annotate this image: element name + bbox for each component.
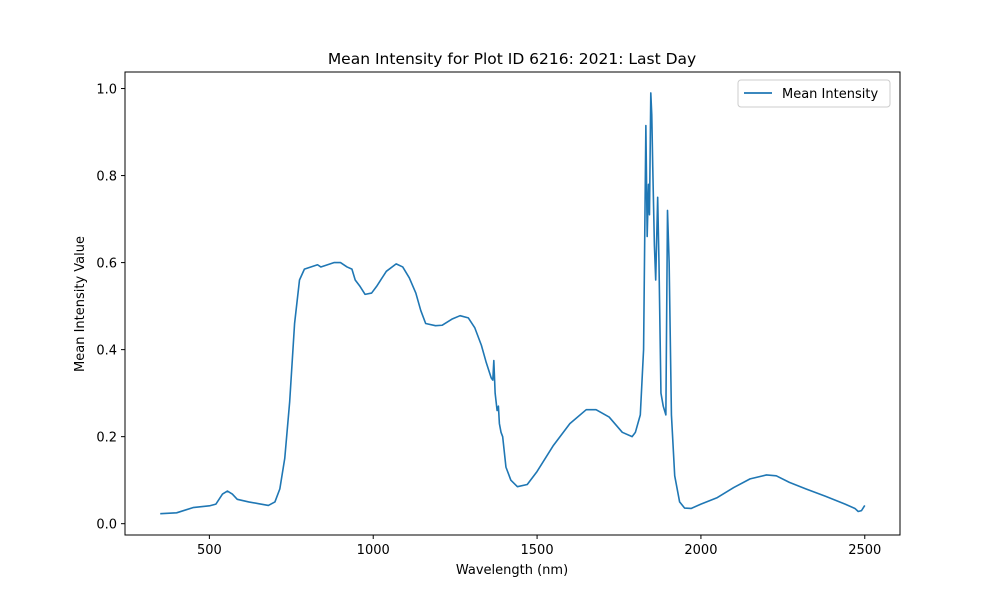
- y-tick-label: 0.4: [96, 344, 117, 359]
- plot-frame: [124, 71, 901, 536]
- legend-box: [737, 79, 891, 108]
- data-line: [160, 92, 866, 515]
- chart-title: Mean Intensity for Plot ID 6216: 2021: L…: [328, 50, 696, 68]
- legend: Mean Intensity: [737, 79, 891, 108]
- y-tick-label: 0.0: [96, 518, 117, 533]
- y-tick-label: 0.8: [96, 170, 117, 185]
- x-tick-label: 2500: [848, 543, 881, 558]
- x-tick-label: 500: [197, 543, 222, 558]
- y-tick-label: 0.6: [96, 257, 117, 272]
- y-tick-label: 1.0: [96, 83, 117, 98]
- y-axis-label: Mean Intensity Value: [73, 236, 88, 372]
- x-tick-label: 1500: [521, 543, 554, 558]
- x-axis-label: Wavelength (nm): [456, 563, 568, 578]
- x-tick-label: 2000: [684, 543, 717, 558]
- legend-label: Mean Intensity: [782, 87, 878, 102]
- y-tick-label: 0.2: [96, 431, 117, 446]
- x-tick-label: 1000: [357, 543, 390, 558]
